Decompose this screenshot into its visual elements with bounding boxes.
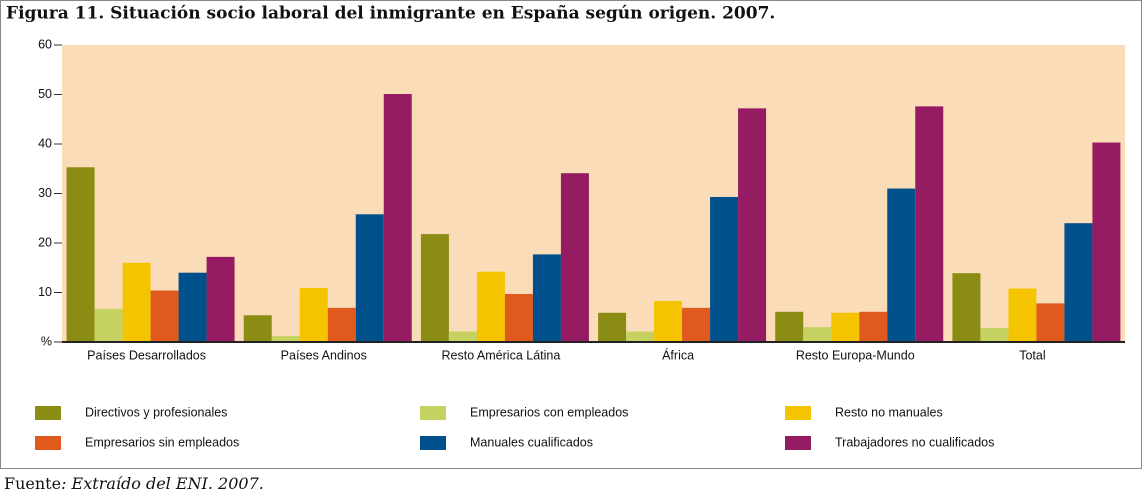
bar [598, 312, 627, 342]
y-tick-label: 40 [38, 136, 52, 150]
bar [1092, 142, 1121, 342]
bar [243, 315, 272, 342]
legend-swatch [785, 406, 811, 420]
bar [738, 108, 767, 342]
legend-label: Empresarios con empleados [470, 405, 628, 419]
bar [383, 94, 412, 342]
bar [355, 214, 384, 342]
bar [887, 188, 916, 342]
bar [831, 312, 860, 342]
bar [150, 290, 179, 342]
legend-swatch [785, 436, 811, 450]
y-tick-label: 30 [38, 186, 52, 200]
bar [626, 331, 655, 342]
bar [1036, 303, 1065, 342]
y-tick-label: % [41, 334, 52, 348]
frame [0, 0, 1142, 469]
legend-swatch [420, 436, 446, 450]
x-tick-label: África [662, 347, 694, 362]
x-tick-label: Resto América Látina [442, 348, 561, 362]
bar [420, 234, 449, 342]
bar [915, 106, 944, 342]
x-tick-label: Países Desarrollados [87, 348, 206, 362]
y-tick-label: 20 [38, 235, 52, 249]
bar [94, 308, 123, 342]
bar [206, 256, 235, 342]
legend-label: Trabajadores no cualificados [835, 435, 994, 449]
x-tick-label: Resto Europa-Mundo [796, 348, 915, 362]
bar [1064, 223, 1093, 342]
x-tick-label: Total [1019, 348, 1045, 362]
bar [710, 196, 739, 342]
bar [448, 331, 477, 342]
bar [859, 311, 888, 342]
bar [504, 293, 533, 342]
y-tick-label: 10 [38, 285, 52, 299]
y-tick-label: 60 [38, 37, 52, 51]
bar [654, 300, 683, 342]
bar [299, 288, 328, 342]
bar [122, 262, 151, 342]
footer-source: : Extraído del ENI. 2007. [61, 474, 264, 493]
footer-label: Fuente [4, 474, 61, 493]
footer: Fuente: Extraído del ENI. 2007. [4, 474, 264, 493]
legend-label: Empresarios sin empleados [85, 435, 239, 449]
bar [66, 167, 95, 342]
legend-label: Directivos y profesionales [85, 405, 227, 419]
bar [775, 311, 804, 342]
y-tick-label: 50 [38, 87, 52, 101]
bar [980, 328, 1009, 342]
legend-swatch [420, 406, 446, 420]
legend-swatch [35, 406, 61, 420]
bar [476, 271, 505, 342]
plot-background [62, 45, 1125, 342]
x-tick-label: Países Andinos [281, 348, 367, 362]
bar [952, 273, 981, 342]
chart-title: Figura 11. Situación socio laboral del i… [6, 4, 775, 24]
bar [532, 254, 561, 342]
bar [560, 173, 589, 342]
bar [327, 307, 356, 342]
bar [803, 327, 832, 342]
legend-label: Resto no manuales [835, 405, 943, 419]
bar [1008, 288, 1037, 342]
legend-label: Manuales cualificados [470, 435, 593, 449]
bar [271, 336, 300, 342]
bar [682, 307, 711, 342]
bar [178, 272, 207, 342]
legend-swatch [35, 436, 61, 450]
